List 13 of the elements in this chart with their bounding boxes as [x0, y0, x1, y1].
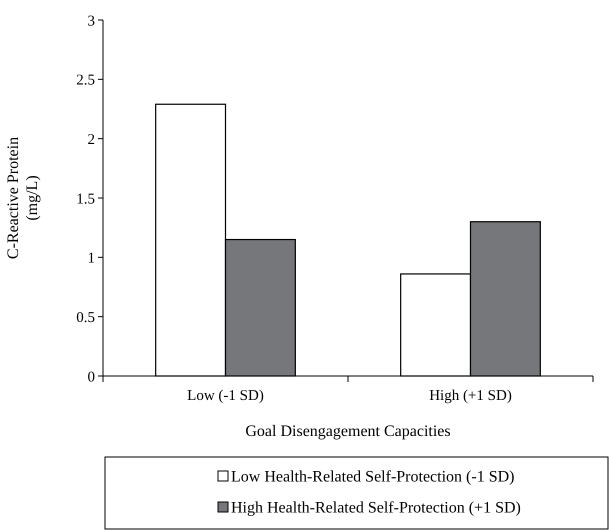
y-axis-title: C-Reactive Protein (mg/L)	[5, 136, 42, 260]
y-tick-label: 0.5	[76, 310, 95, 326]
y-tick-label: 1	[88, 250, 95, 267]
y-tick-label: 3	[88, 13, 95, 30]
y-tick-label: 2	[88, 132, 95, 148]
y-tick-label: 1.5	[76, 191, 95, 208]
legend-label: Low Health-Related Self-Protection (-1 SD)	[231, 468, 514, 486]
y-tick-label: 0	[88, 369, 95, 386]
y-tick-label: 2.5	[76, 72, 95, 89]
legend-label: High Health-Related Self-Protection (+1 SD)	[231, 500, 521, 517]
x-tick-label: Low (-1 SD)	[187, 388, 264, 404]
x-axis-title: Goal Disengagement Capacities	[245, 423, 451, 440]
x-tick-label: High (+1 SD)	[429, 388, 512, 404]
